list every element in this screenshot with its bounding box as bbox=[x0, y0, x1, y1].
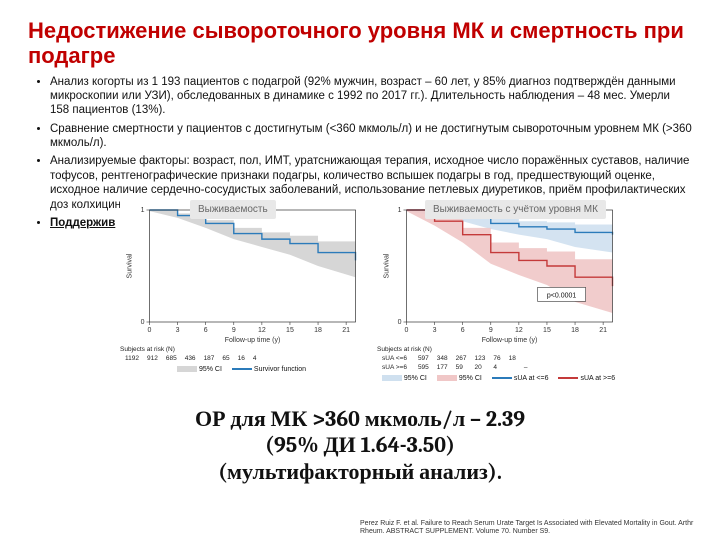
bullet-item: Анализ когорты из 1 193 пациентов с пода… bbox=[50, 75, 692, 118]
svg-text:0: 0 bbox=[405, 327, 409, 334]
svg-text:9: 9 bbox=[232, 327, 236, 334]
svg-text:21: 21 bbox=[342, 327, 350, 334]
svg-text:12: 12 bbox=[258, 327, 266, 334]
svg-text:1: 1 bbox=[141, 207, 145, 214]
bullet-item: Сравнение смертности у пациентов с дости… bbox=[50, 122, 692, 151]
svg-text:3: 3 bbox=[176, 327, 180, 334]
panel1-legend-surv: Survivor function bbox=[254, 366, 306, 373]
panel-survival-by-ua: Выживаемость с учётом уровня МК 0 3 6 9 12 15… bbox=[377, 198, 620, 393]
svg-text:18: 18 bbox=[571, 327, 579, 334]
chart-area: Выживаемость 0 3 6 9 12 15 18 21 0 1 Follow-up tim… bbox=[120, 198, 620, 393]
svg-text:0: 0 bbox=[141, 319, 145, 326]
panel2-legend-redci: 95% CI bbox=[459, 375, 482, 382]
svg-text:6: 6 bbox=[461, 327, 465, 334]
panel2-risk-label: Subjects at risk (N) bbox=[377, 346, 620, 353]
panel2-legend-red: sUA at >=6 bbox=[580, 375, 615, 382]
bullet-emph: Поддержив bbox=[50, 217, 115, 229]
citation: Perez Ruiz F. et al. Failure to Reach Se… bbox=[360, 520, 700, 536]
panel-survival: Выживаемость 0 3 6 9 12 15 18 21 0 1 Follow-up tim… bbox=[120, 198, 363, 393]
panel2-legend: 95% CI 95% CI sUA at <=6 sUA at >=6 bbox=[377, 375, 620, 382]
svg-text:15: 15 bbox=[543, 327, 551, 334]
panel1-legend: 95% CI Survivor function bbox=[120, 366, 363, 373]
panel2-plot: 0 3 6 9 12 15 18 21 0 1 Follow-up time (y) Survival… bbox=[377, 198, 620, 346]
result-statement: ОР для МК >360 мкмоль/л – 2.39 (95% ДИ 1… bbox=[0, 406, 720, 485]
svg-text:1: 1 bbox=[398, 207, 402, 214]
svg-text:p<0.0001: p<0.0001 bbox=[547, 292, 576, 299]
panel2-legend-blueci: 95% CI bbox=[404, 375, 427, 382]
svg-text:0: 0 bbox=[398, 319, 402, 326]
panel2-risk-table: Subjects at risk (N) sUA <=6597348267123… bbox=[377, 346, 620, 373]
slide-title: Недостижение сывороточного уровня МК и с… bbox=[28, 18, 692, 69]
panel1-legend-ci: 95% CI bbox=[199, 366, 222, 373]
svg-text:Follow-up time (y): Follow-up time (y) bbox=[225, 337, 281, 344]
panel1-title: Выживаемость bbox=[190, 200, 276, 219]
svg-text:15: 15 bbox=[286, 327, 294, 334]
panel1-risk-table: Subjects at risk (N) 1192912685436187651… bbox=[120, 346, 363, 364]
result-line-2: (95% ДИ 1.64-3.50) bbox=[0, 432, 720, 458]
svg-text:6: 6 bbox=[204, 327, 208, 334]
panel1-plot: 0 3 6 9 12 15 18 21 0 1 Follow-up time (y) Survival bbox=[120, 198, 363, 346]
svg-text:0: 0 bbox=[148, 327, 152, 334]
panel1-risk-label: Subjects at risk (N) bbox=[120, 346, 363, 353]
result-line-1: ОР для МК >360 мкмоль/л – 2.39 bbox=[0, 406, 720, 432]
svg-text:9: 9 bbox=[489, 327, 493, 334]
panel2-legend-blue: sUA at <=6 bbox=[514, 375, 549, 382]
svg-text:18: 18 bbox=[314, 327, 322, 334]
result-line-3: (мультифакторный анализ). bbox=[0, 459, 720, 485]
svg-text:3: 3 bbox=[433, 327, 437, 334]
svg-text:Survival: Survival bbox=[384, 253, 391, 278]
svg-text:Survival: Survival bbox=[127, 253, 134, 278]
svg-text:12: 12 bbox=[515, 327, 523, 334]
panel2-title: Выживаемость с учётом уровня МК bbox=[425, 200, 606, 219]
svg-text:Follow-up time (y): Follow-up time (y) bbox=[482, 337, 538, 344]
svg-text:21: 21 bbox=[599, 327, 607, 334]
